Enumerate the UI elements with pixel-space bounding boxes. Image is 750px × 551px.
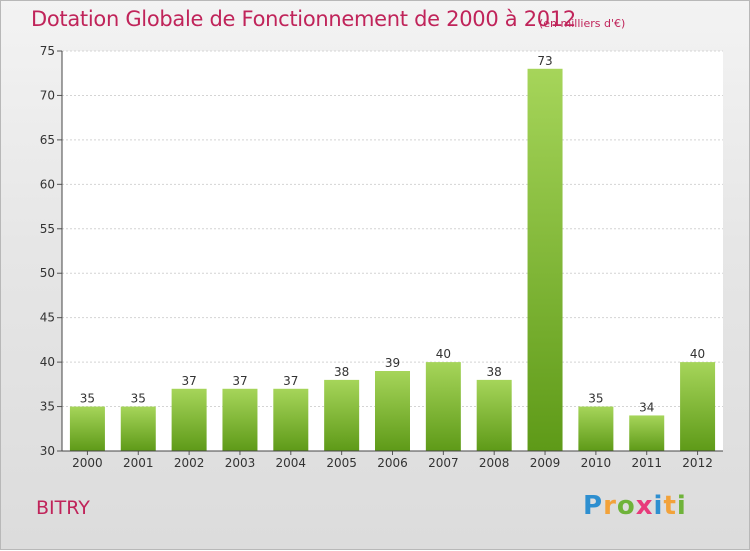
bar-value-label: 35 xyxy=(80,392,95,406)
y-tick-label: 55 xyxy=(40,222,55,236)
bar xyxy=(527,68,563,452)
x-tick-label: 2011 xyxy=(631,456,662,470)
x-tick-label: 2012 xyxy=(682,456,713,470)
y-tick-label: 60 xyxy=(40,177,55,191)
bar xyxy=(69,406,105,451)
bars: 35 35 37 37 37 38 39 40 38 73 35 34 40 xyxy=(69,54,716,452)
x-tick-label: 2004 xyxy=(276,456,307,470)
x-tick-label: 2000 xyxy=(72,456,103,470)
bar xyxy=(680,362,716,451)
x-tick-label: 2008 xyxy=(479,456,510,470)
commune-name: BITRY xyxy=(36,497,90,519)
y-tick-label: 45 xyxy=(40,311,55,325)
bar-value-label: 38 xyxy=(334,365,349,379)
bar-value-label: 35 xyxy=(588,392,603,406)
bar xyxy=(120,406,156,451)
y-tick-label: 65 xyxy=(40,133,55,147)
bar-value-label: 37 xyxy=(181,374,196,388)
chart-subtitle: (en milliers d'€) xyxy=(539,17,626,30)
bar-value-label: 34 xyxy=(639,400,654,414)
x-tick-label: 2003 xyxy=(225,456,256,470)
y-tick-label: 40 xyxy=(40,355,55,369)
bar xyxy=(324,379,360,451)
bar xyxy=(476,379,512,451)
bar-value-label: 40 xyxy=(436,347,451,361)
bar-value-label: 39 xyxy=(385,356,400,370)
bar xyxy=(222,388,258,451)
x-tick-label: 2010 xyxy=(581,456,612,470)
bar xyxy=(171,388,207,451)
bar-value-label: 35 xyxy=(131,392,146,406)
x-tick-label: 2007 xyxy=(428,456,459,470)
y-tick-label: 30 xyxy=(40,444,55,458)
x-tick-label: 2002 xyxy=(174,456,205,470)
y-tick-label: 35 xyxy=(40,400,55,414)
bar xyxy=(629,415,665,451)
proxiti-logo[interactable]: Proxiti xyxy=(583,491,687,521)
bar xyxy=(425,362,461,451)
y-tick-label: 50 xyxy=(40,266,55,280)
x-tick-label: 2009 xyxy=(530,456,561,470)
bar-value-label: 40 xyxy=(690,347,705,361)
x-tick-label: 2001 xyxy=(123,456,154,470)
y-tick-label: 75 xyxy=(40,44,55,58)
y-tick-label: 70 xyxy=(40,88,55,102)
x-tick-label: 2005 xyxy=(326,456,357,470)
bar-value-label: 38 xyxy=(487,365,502,379)
bar xyxy=(578,406,614,451)
bar-value-label: 73 xyxy=(537,54,552,68)
bar xyxy=(273,388,309,451)
axes: 30 35 40 45 50 55 60 65 70 75 2000 2001 2002 2003 2004… xyxy=(40,44,723,470)
bar-value-label: 37 xyxy=(283,374,298,388)
bar-value-label: 37 xyxy=(232,374,247,388)
bar xyxy=(375,371,410,451)
x-tick-label: 2006 xyxy=(377,456,408,470)
chart-title: Dotation Globale de Fonctionnement de 20… xyxy=(31,7,576,31)
